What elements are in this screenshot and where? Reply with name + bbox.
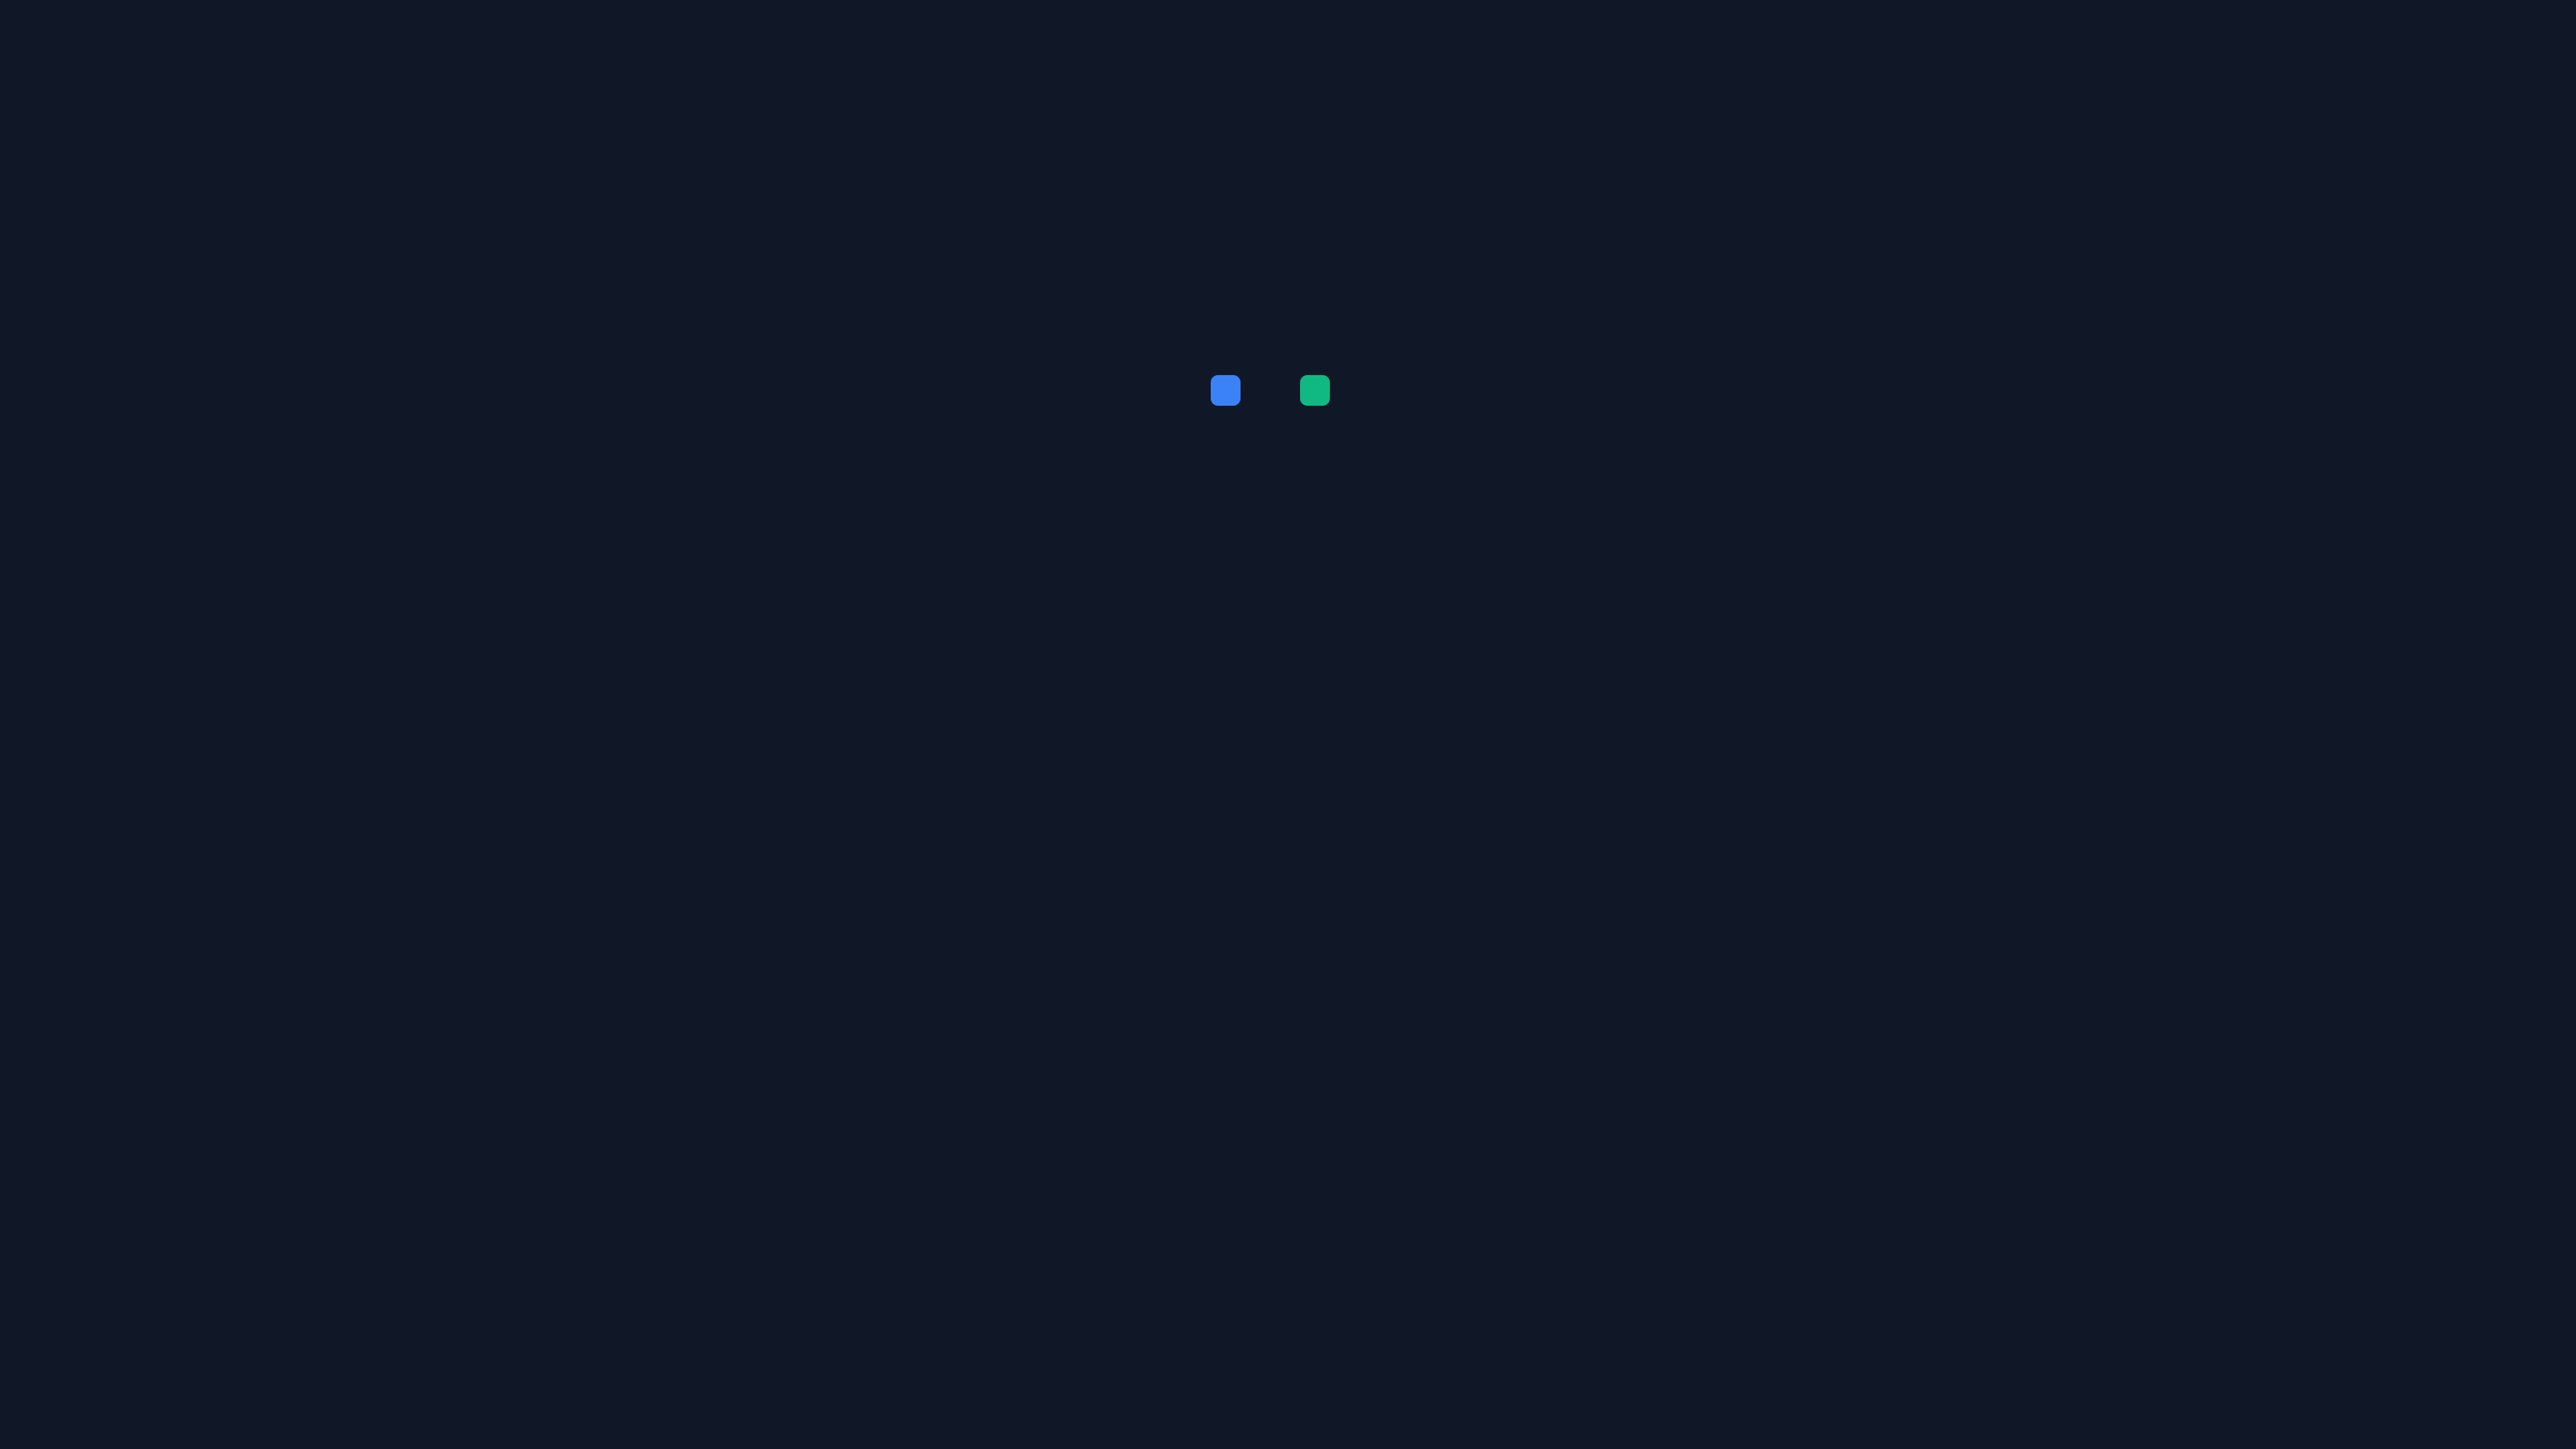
chart-legend bbox=[0, 372, 2576, 409]
legend-swatch-customer-value bbox=[1300, 375, 1330, 406]
legend-swatch-cost bbox=[1211, 375, 1241, 406]
plot-area bbox=[210, 419, 2479, 1294]
legend-item-customer-value[interactable] bbox=[1300, 375, 1343, 406]
legend-item-cost[interactable] bbox=[1211, 375, 1253, 406]
